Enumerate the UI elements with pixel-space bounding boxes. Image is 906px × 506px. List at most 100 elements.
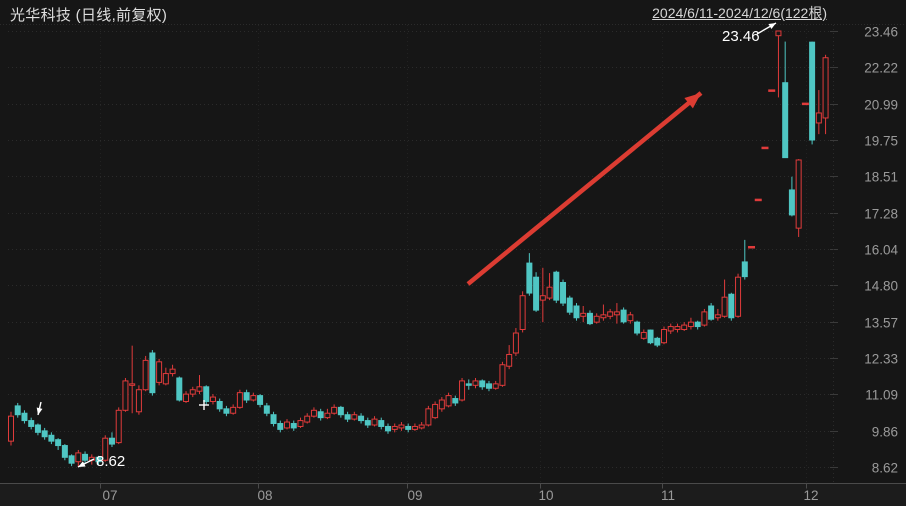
candle-body (667, 326, 674, 332)
candle-body (68, 455, 75, 464)
candle-body (674, 326, 681, 331)
candle-body (122, 380, 129, 411)
candle-body (95, 456, 102, 463)
candle-body (364, 420, 371, 426)
candle-body (257, 395, 264, 405)
candle-body (479, 380, 486, 388)
chart-title: 光华科技 (日线,前复权) (10, 7, 168, 24)
candle-body (573, 305, 580, 319)
price-axis-label: 8.62 (872, 461, 898, 476)
candle-body (438, 399, 445, 410)
price-axis-label: 14.80 (864, 279, 898, 294)
candle-body (492, 383, 499, 389)
candle-body (108, 437, 115, 445)
trend-arrow-head (684, 93, 701, 109)
candle-body (526, 262, 533, 294)
candle-body (189, 389, 196, 395)
month-axis-label: 07 (102, 488, 117, 503)
candle-body (809, 41, 816, 141)
candle-body (337, 406, 344, 416)
candle-body (230, 406, 237, 414)
date-range-link[interactable]: 2024/6/11-2024/12/6(122根) (652, 5, 827, 21)
candle-body (196, 386, 203, 392)
time-axis-strip (0, 484, 906, 506)
candle-body (418, 424, 425, 429)
candle-body (553, 271, 560, 301)
candle-body (176, 377, 183, 401)
candle-body (795, 159, 802, 229)
candle-body (156, 361, 163, 383)
candle-body (378, 420, 385, 427)
limit-up-dash-candle (801, 102, 809, 106)
candle-body (304, 415, 311, 423)
candle-body (384, 425, 391, 432)
low-price-label: 8.62 (96, 453, 125, 470)
candle-body (324, 412, 331, 419)
candle-body (546, 286, 553, 299)
candle-body (290, 423, 297, 429)
candle-body (627, 314, 634, 322)
candle-body (499, 364, 506, 386)
candle-body (815, 112, 822, 124)
candle-body (566, 297, 573, 313)
month-axis-label: 08 (257, 488, 272, 503)
candle-body (445, 395, 452, 407)
candle-body (48, 434, 55, 442)
candle-body (41, 430, 48, 438)
candle-body (82, 453, 89, 461)
candle-body (34, 424, 41, 433)
candle-body (519, 295, 526, 331)
candle-body (14, 405, 21, 416)
candle-body (425, 408, 432, 426)
candle-body (331, 406, 338, 414)
candle-body (169, 368, 176, 375)
candle-body (21, 412, 28, 422)
candle-body (183, 393, 190, 402)
month-axis-label: 12 (803, 488, 818, 503)
price-axis-label: 13.57 (864, 316, 898, 331)
high-price-arrow-head (768, 23, 776, 30)
candle-body (506, 353, 513, 367)
candle-body (607, 311, 614, 317)
candle-body (277, 423, 284, 430)
candle-body (129, 383, 136, 386)
candle-body (391, 425, 398, 430)
candle-body (640, 331, 647, 339)
candle-body (411, 425, 418, 430)
price-axis-label: 19.75 (864, 134, 898, 149)
candle-body (223, 408, 230, 414)
limit-up-dash-candle (754, 198, 762, 202)
candle-body (243, 392, 250, 401)
candle-body (162, 373, 169, 385)
candle-body (775, 30, 782, 37)
candle-body (115, 409, 122, 444)
candle-body (701, 311, 708, 326)
candle-body (102, 437, 109, 461)
candle-body (681, 324, 688, 331)
candle-body (728, 293, 735, 319)
candle-body (432, 403, 439, 419)
candle-body (782, 82, 789, 159)
price-axis-label: 11.09 (865, 388, 898, 403)
candle-body (344, 414, 351, 420)
candle-body (539, 295, 546, 301)
candle-body (28, 420, 35, 427)
candle-body (135, 389, 142, 413)
high-price-label: 23.46 (722, 28, 760, 45)
candle-body (788, 189, 795, 216)
candle-body (586, 312, 593, 325)
candle-body (593, 315, 600, 323)
candle-body (600, 314, 607, 319)
candle-body (55, 439, 62, 447)
limit-up-dash-candle (761, 146, 769, 150)
down-arrow-annotation-head (36, 407, 43, 415)
candle-body (203, 386, 210, 402)
month-axis-label: 11 (661, 488, 675, 503)
candle-body (647, 329, 654, 344)
candle-body (75, 452, 82, 463)
candle-body (236, 392, 243, 408)
candle-body (149, 352, 156, 394)
candle-body (735, 276, 742, 317)
candle-body (209, 396, 216, 402)
